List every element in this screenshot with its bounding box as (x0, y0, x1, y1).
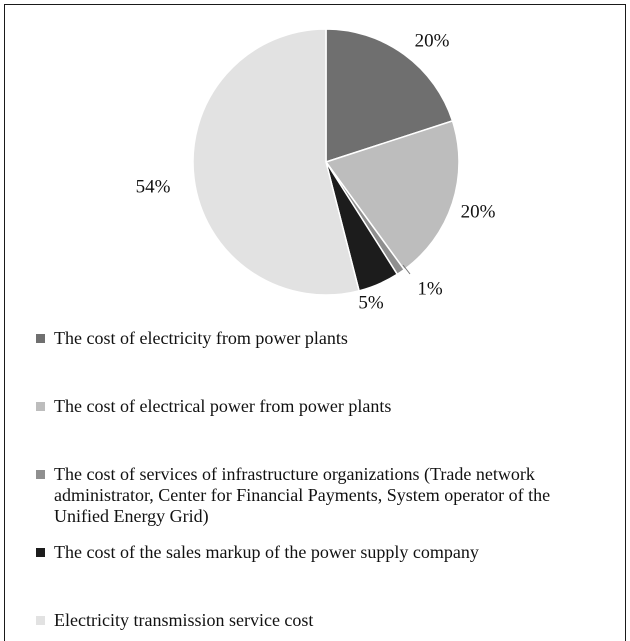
legend-label: Electricity transmission service cost (54, 610, 314, 630)
legend-item: The cost of electricity from power plant… (36, 328, 596, 349)
slice-value-label: 5% (358, 292, 384, 313)
slice-value-label: 20% (461, 201, 496, 222)
chart-frame (4, 4, 626, 641)
legend-item: Electricity transmission service cost (36, 610, 596, 631)
legend-label: The cost of the sales markup of the powe… (54, 542, 479, 562)
legend-label: The cost of services of infrastructure o… (54, 464, 551, 526)
legend-swatch (36, 470, 45, 479)
pie-slice (192, 28, 360, 296)
legend-swatch (36, 548, 45, 557)
pie-slice (324, 119, 460, 271)
legend-item: The cost of the sales markup of the powe… (36, 542, 596, 563)
legend-label: The cost of electrical power from power … (54, 396, 392, 416)
legend-swatch (36, 616, 45, 625)
slice-value-label: 54% (136, 176, 171, 197)
legend-item: The cost of electrical power from power … (36, 396, 596, 417)
slice-value-label: 1% (417, 278, 443, 299)
legend-swatch (36, 402, 45, 411)
legend-label: The cost of electricity from power plant… (54, 328, 348, 348)
pie-slice (325, 28, 454, 164)
legend-swatch (36, 334, 45, 343)
slice-value-label: 20% (415, 30, 450, 51)
pie-chart: 20% 20% 1% 5% 54% (136, 28, 496, 313)
legend-item: The cost of services of infrastructure o… (36, 464, 596, 527)
leader-line (402, 264, 411, 275)
